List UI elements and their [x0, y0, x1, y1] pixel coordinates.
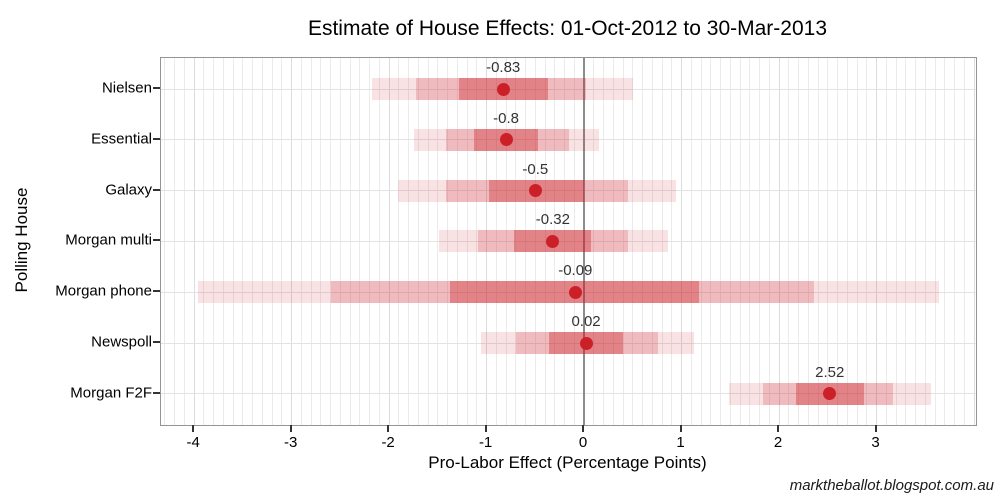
watermark-text: marktheballot.blogspot.com.au: [789, 477, 994, 494]
x-tick-mark: [289, 425, 292, 432]
chart-title: Estimate of House Effects: 01-Oct-2012 t…: [307, 17, 828, 40]
estimate-value-label: 0.02: [571, 313, 601, 331]
row-gridline: [161, 88, 976, 90]
estimate-value-label: -0.8: [493, 109, 520, 127]
y-axis-row-label: Galaxy: [105, 181, 152, 199]
estimate-point: [823, 387, 837, 401]
x-tick-label: -1: [478, 434, 493, 451]
row-gridline: [161, 393, 976, 395]
estimate-point: [496, 82, 510, 96]
row-gridline: [161, 190, 976, 192]
y-axis-row-label: Nielsen: [101, 79, 152, 97]
x-tick-mark: [192, 425, 195, 432]
x-tick-label: -4: [186, 434, 200, 451]
plot-panel: -0.83 -0.8 -0.5 -0.32 -0.09 0.02 2.52: [160, 57, 977, 426]
x-tick-mark: [777, 425, 780, 432]
x-tick-label: 2: [773, 434, 783, 451]
y-axis-row-label: Morgan multi: [65, 231, 152, 249]
row-gridline: [161, 342, 976, 344]
credible-interval-band-outer: [198, 281, 939, 304]
estimate-point: [579, 336, 593, 350]
estimate-point: [499, 133, 513, 147]
estimate-point: [528, 184, 542, 198]
y-tick-mark: [153, 137, 160, 140]
estimate-value-label: -0.09: [558, 262, 593, 280]
x-tick-mark: [582, 425, 585, 432]
x-tick-label: -2: [381, 434, 395, 451]
y-axis-title: Polling House: [12, 187, 31, 293]
x-tick-label: 0: [578, 434, 588, 451]
y-axis-row-label: Essential: [91, 130, 152, 148]
y-tick-mark: [153, 341, 160, 344]
x-tick-mark: [679, 425, 682, 432]
x-axis-title: Pro-Labor Effect (Percentage Points): [428, 453, 707, 472]
x-tick-mark: [387, 425, 390, 432]
zero-line: [583, 58, 586, 425]
y-axis-row-label: Morgan phone: [55, 282, 152, 300]
y-axis-row-label: Newspoll: [91, 333, 152, 351]
y-tick-mark: [153, 87, 160, 89]
row-gridline: [161, 291, 976, 293]
row-gridline: [161, 139, 976, 141]
estimate-value-label: -0.32: [535, 211, 570, 229]
estimate-value-label: -0.83: [486, 59, 521, 76]
y-tick-mark: [153, 188, 160, 191]
estimate-value-label: -0.5: [522, 160, 549, 178]
estimate-value-label: 2.52: [815, 363, 845, 381]
x-tick-label: 1: [676, 434, 685, 451]
y-tick-mark: [153, 391, 160, 394]
x-tick-label: 3: [871, 434, 880, 451]
x-tick-mark: [874, 425, 877, 432]
estimate-point: [546, 234, 560, 248]
x-tick-mark: [484, 425, 487, 432]
row-gridline: [161, 240, 976, 242]
x-tick-label: -3: [283, 434, 298, 451]
y-axis-row-label: Morgan F2F: [70, 384, 152, 402]
y-tick-mark: [153, 239, 160, 242]
estimate-point: [568, 285, 582, 299]
y-tick-mark: [153, 290, 160, 293]
